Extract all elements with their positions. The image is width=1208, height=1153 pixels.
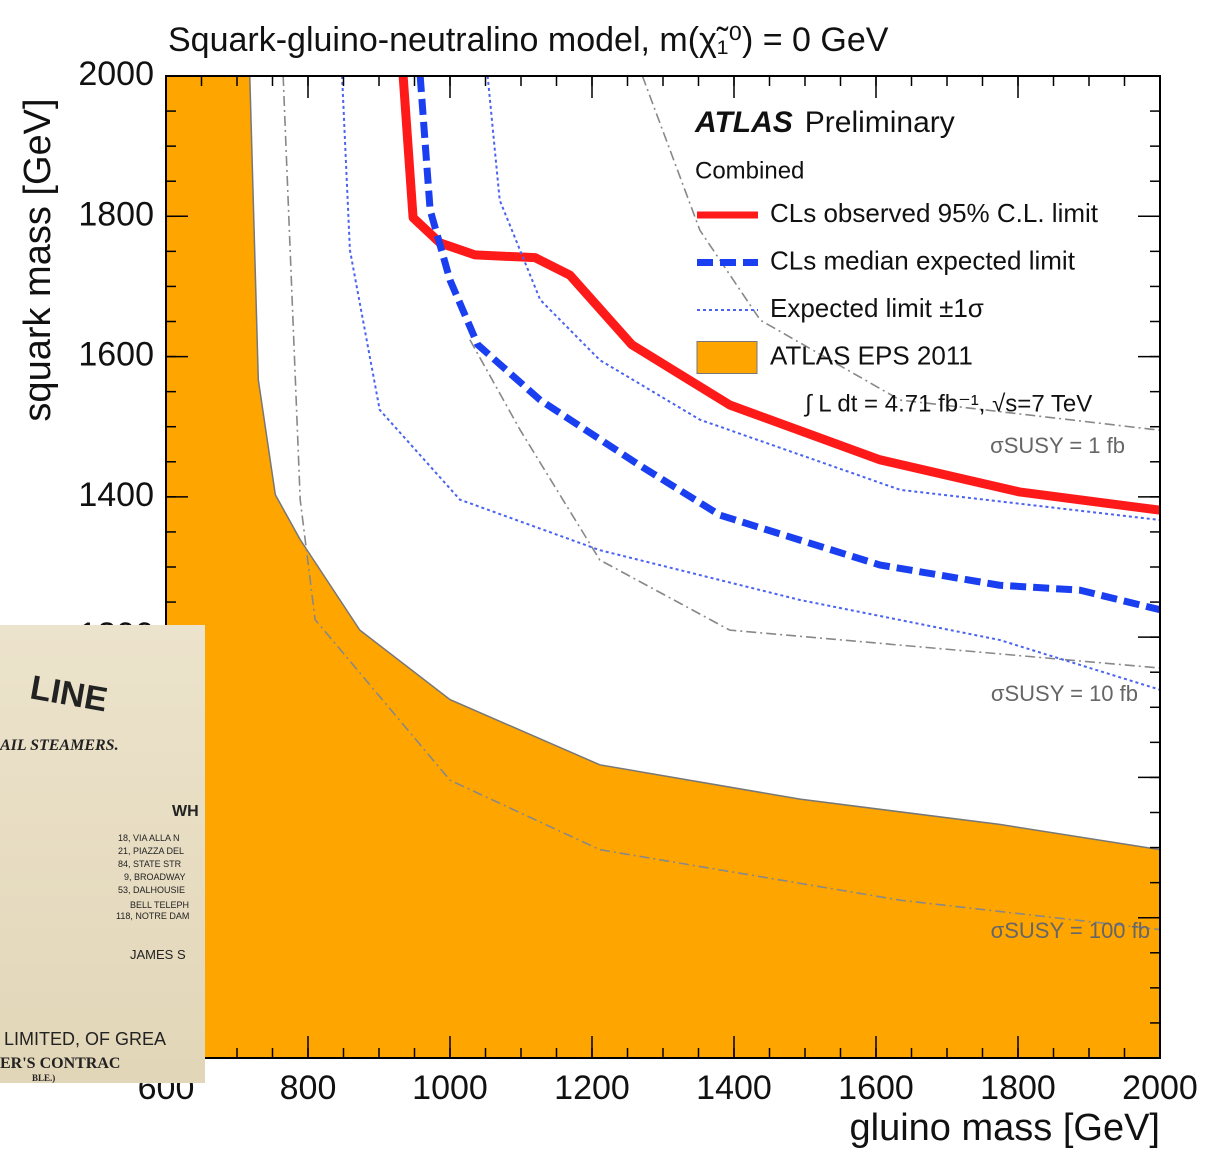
cross-section-contour bbox=[282, 76, 1160, 931]
legend-label: ATLAS EPS 2011 bbox=[770, 340, 973, 370]
legend-label: Expected limit ±1σ bbox=[770, 293, 984, 323]
x-tick-label: 1400 bbox=[696, 1069, 772, 1107]
x-axis-label: gluino mass [GeV] bbox=[850, 1107, 1160, 1149]
legend-title: Combined bbox=[695, 157, 804, 184]
ad-text: 21, PIAZZA DEL bbox=[118, 846, 185, 856]
x-tick-label: 800 bbox=[280, 1069, 337, 1107]
y-tick-label: 1600 bbox=[78, 336, 154, 374]
contour-label: σSUSY = 1 fb bbox=[990, 433, 1125, 458]
y-tick-label: 1400 bbox=[78, 476, 154, 514]
ad-text: 9, BROADWAY bbox=[124, 872, 186, 882]
ad-text: WH bbox=[172, 803, 199, 820]
ad-text: JAMES S bbox=[130, 947, 186, 962]
chart-title: Squark-gluino-neutralino model, m(χ̃₁⁰) … bbox=[168, 21, 889, 59]
legend-swatch bbox=[696, 341, 758, 374]
cross-section-contour bbox=[641, 76, 1160, 432]
cross-section-contour bbox=[469, 339, 1160, 669]
y-tick-label: 2000 bbox=[78, 55, 154, 93]
y-axis-label: squark mass [GeV] bbox=[17, 98, 59, 421]
contour-label: σSUSY = 10 fb bbox=[991, 681, 1138, 706]
limit-line bbox=[398, 76, 1160, 515]
ad-text: 53, DALHOUSIE bbox=[118, 885, 186, 895]
ad-text: BELL TELEPH bbox=[130, 900, 190, 910]
legend-label: CLs median expected limit bbox=[770, 245, 1076, 275]
data-layer bbox=[166, 76, 1160, 1058]
ad-text: 118, NOTRE DAM bbox=[116, 911, 190, 921]
ad-text: BLE.) bbox=[32, 1073, 56, 1083]
luminosity-label: ∫ L dt = 4.71 fb⁻¹, √s=7 TeV bbox=[803, 390, 1092, 417]
ad-text: ER'S CONTRAC bbox=[0, 1055, 121, 1072]
pasted-advertisement: LINE AIL STEAMERS. WH 18, VIA ALLA N 21, PIA… bbox=[0, 625, 205, 1083]
ad-text: AIL STEAMERS. bbox=[0, 737, 119, 754]
ad-text: 84, STATE STR bbox=[118, 859, 182, 869]
x-tick-label: 1600 bbox=[838, 1069, 914, 1107]
y-tick-label: 1800 bbox=[78, 195, 154, 233]
x-tick-label: 1000 bbox=[412, 1069, 488, 1107]
ad-text: LIMITED, OF GREA bbox=[4, 1029, 167, 1049]
legend-label: CLs observed 95% C.L. limit bbox=[770, 198, 1099, 228]
status-label: Preliminary bbox=[805, 106, 955, 139]
x-tick-label: 1800 bbox=[980, 1069, 1056, 1107]
excluded-region bbox=[166, 76, 1160, 1058]
contour-label: σSUSY = 100 fb bbox=[991, 918, 1150, 943]
x-tick-label: 1200 bbox=[554, 1069, 630, 1107]
plot-area bbox=[166, 76, 1160, 1058]
ad-text: LINE bbox=[27, 668, 111, 720]
ad-text: 18, VIA ALLA N bbox=[118, 833, 180, 843]
x-tick-label: 2000 bbox=[1122, 1069, 1198, 1107]
experiment-label: ATLAS bbox=[694, 106, 793, 139]
